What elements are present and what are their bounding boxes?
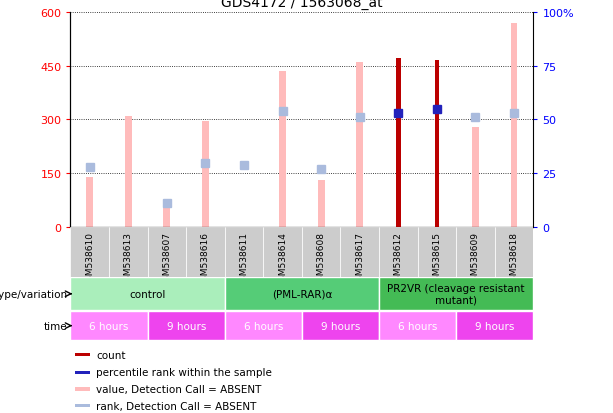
Text: GSM538613: GSM538613: [124, 232, 133, 286]
Bar: [109, 228, 148, 277]
Bar: [148, 228, 186, 277]
Bar: [225, 278, 379, 310]
Bar: [302, 311, 379, 340]
Text: GSM538610: GSM538610: [85, 232, 94, 286]
Bar: [511, 24, 517, 228]
Bar: [86, 178, 93, 228]
Bar: [125, 116, 132, 228]
Bar: [379, 311, 456, 340]
Title: GDS4172 / 1563068_at: GDS4172 / 1563068_at: [221, 0, 383, 10]
Text: (PML-RAR)α: (PML-RAR)α: [272, 289, 332, 299]
Bar: [456, 311, 533, 340]
Bar: [417, 228, 456, 277]
Text: value, Detection Call = ABSENT: value, Detection Call = ABSENT: [96, 384, 261, 394]
Text: 6 hours: 6 hours: [243, 321, 283, 331]
Bar: [70, 311, 148, 340]
Bar: [75, 353, 90, 356]
Bar: [225, 311, 302, 340]
Bar: [75, 371, 90, 374]
Text: time: time: [44, 321, 67, 331]
Bar: [318, 181, 325, 228]
Text: 9 hours: 9 hours: [321, 321, 360, 331]
Text: GSM538607: GSM538607: [162, 232, 172, 286]
Text: rank, Detection Call = ABSENT: rank, Detection Call = ABSENT: [96, 401, 256, 411]
Text: 6 hours: 6 hours: [89, 321, 129, 331]
Bar: [340, 228, 379, 277]
Text: GSM538609: GSM538609: [471, 232, 480, 286]
Bar: [70, 278, 225, 310]
Text: GSM538614: GSM538614: [278, 232, 287, 286]
Bar: [70, 228, 109, 277]
Text: 6 hours: 6 hours: [398, 321, 437, 331]
Bar: [379, 228, 417, 277]
Bar: [396, 59, 401, 228]
Text: GSM538608: GSM538608: [317, 232, 326, 286]
Text: GSM538611: GSM538611: [240, 232, 248, 286]
Bar: [225, 228, 264, 277]
Bar: [302, 228, 340, 277]
Text: PR2VR (cleavage resistant
mutant): PR2VR (cleavage resistant mutant): [387, 283, 525, 305]
Text: GSM538617: GSM538617: [356, 232, 364, 286]
Text: count: count: [96, 350, 126, 360]
Bar: [456, 228, 495, 277]
Text: GSM538618: GSM538618: [509, 232, 519, 286]
Text: control: control: [129, 289, 166, 299]
Bar: [148, 311, 225, 340]
Bar: [356, 63, 364, 228]
Bar: [75, 404, 90, 407]
Text: GSM538612: GSM538612: [394, 232, 403, 286]
Text: GSM538616: GSM538616: [201, 232, 210, 286]
Text: percentile rank within the sample: percentile rank within the sample: [96, 368, 272, 377]
Text: 9 hours: 9 hours: [475, 321, 514, 331]
Bar: [202, 122, 209, 228]
Bar: [472, 127, 479, 228]
Text: GSM538615: GSM538615: [432, 232, 441, 286]
Text: 9 hours: 9 hours: [167, 321, 206, 331]
Bar: [379, 278, 533, 310]
Bar: [435, 61, 439, 228]
Bar: [75, 387, 90, 391]
Bar: [279, 72, 286, 228]
Text: genotype/variation: genotype/variation: [0, 289, 67, 299]
Bar: [186, 228, 225, 277]
Bar: [164, 201, 170, 228]
Bar: [495, 228, 533, 277]
Bar: [264, 228, 302, 277]
